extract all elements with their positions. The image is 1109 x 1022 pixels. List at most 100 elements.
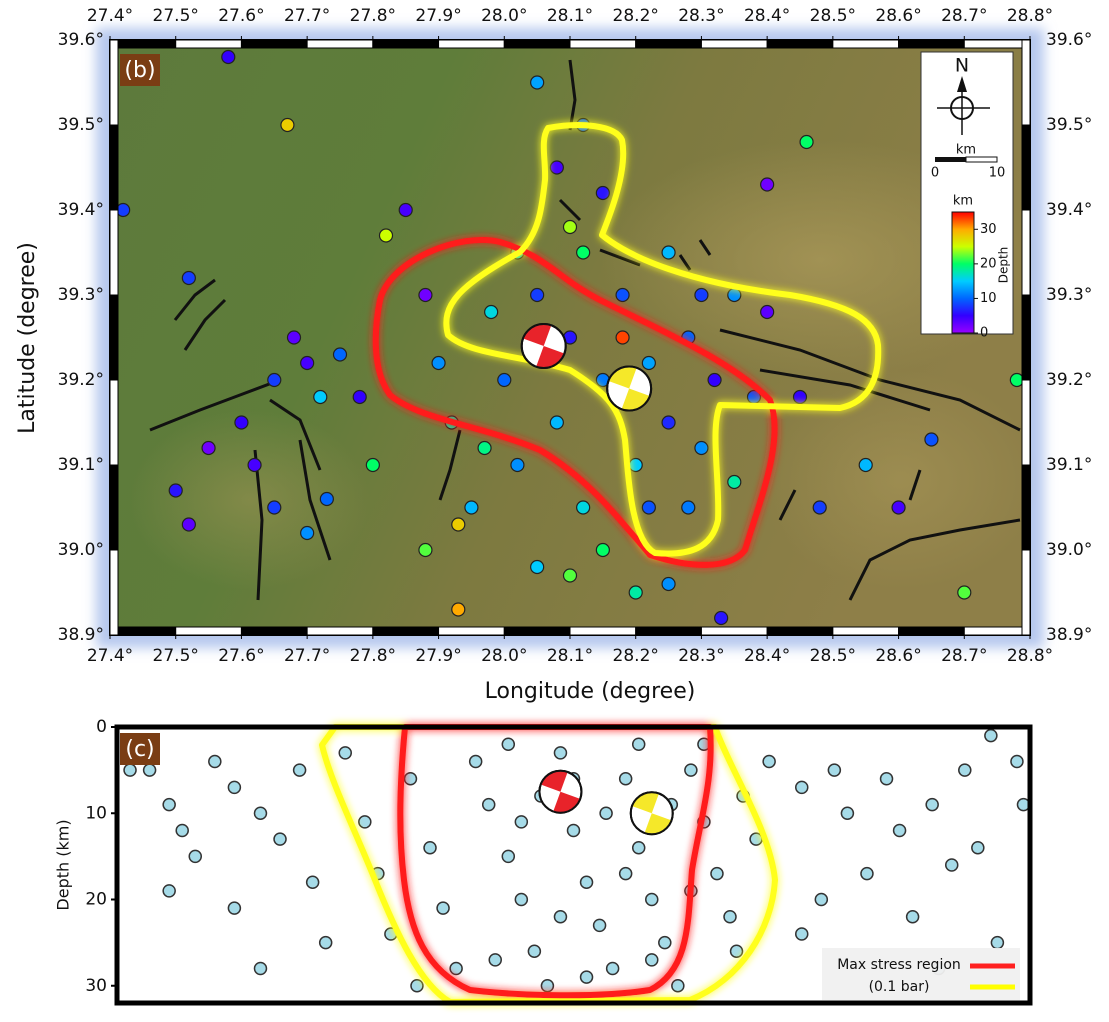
frame-segment	[1021, 294, 1031, 381]
north-label: N	[955, 55, 969, 77]
earthquake	[527, 944, 542, 958]
frame-segment	[963, 39, 1031, 49]
earthquake	[661, 576, 676, 592]
earthquake	[253, 961, 268, 976]
frame-segment	[175, 39, 242, 49]
earthquake	[313, 389, 328, 405]
section-frame	[114, 724, 1033, 1006]
frame-segment	[109, 379, 119, 466]
earthquake	[280, 117, 295, 133]
earthquake	[168, 483, 183, 498]
frame-segment	[832, 39, 900, 49]
earthquake	[423, 841, 437, 855]
earthquake	[530, 559, 545, 575]
y-tick-label: 39.4°	[1046, 200, 1092, 220]
earthquake	[1010, 754, 1024, 769]
earthquake	[799, 134, 814, 150]
earthquake	[549, 415, 564, 430]
y-tick-label: 39.3°	[1046, 285, 1092, 305]
scale-tick-label: 0	[931, 166, 939, 181]
earthquake	[181, 270, 196, 286]
frame-segment	[1021, 124, 1031, 211]
legend-label: Max stress region	[837, 957, 961, 973]
earthquake	[332, 347, 348, 362]
earthquake	[760, 304, 775, 320]
earthquake	[365, 457, 380, 473]
earthquake	[162, 884, 176, 898]
earthquake	[592, 918, 607, 933]
earthquake	[488, 953, 502, 967]
frame-segment	[109, 294, 119, 381]
earthquake	[286, 330, 302, 345]
x-tick-label: 27.6°	[218, 6, 264, 26]
frame-segment	[1021, 209, 1031, 296]
earthquake	[247, 457, 262, 473]
frame-segment	[898, 626, 965, 636]
earthquake	[681, 500, 696, 515]
earthquake	[300, 355, 315, 371]
x-tick-label: 28.0°	[481, 646, 527, 666]
panel-label: (c)	[125, 737, 154, 762]
earthquake	[684, 763, 698, 777]
frame-segment	[700, 39, 768, 49]
frame-segment	[1021, 464, 1031, 551]
y-tick-label: 0	[96, 717, 107, 737]
earthquake	[645, 953, 659, 967]
earthquake	[530, 75, 545, 90]
earthquake	[501, 737, 516, 751]
earthquake	[641, 500, 656, 515]
earthquake	[984, 728, 998, 743]
x-tick-label: 27.7°	[284, 6, 330, 26]
earthquake	[501, 849, 516, 864]
x-tick-label: 28.1°	[547, 646, 593, 666]
y-tick-label: 39.6°	[58, 30, 104, 50]
yellow-region	[443, 122, 882, 557]
earthquake	[514, 892, 529, 907]
earthquake	[891, 500, 906, 515]
earthquake	[449, 961, 463, 976]
ball-edge	[606, 365, 653, 412]
earthquake	[338, 746, 352, 760]
earthquake	[451, 517, 466, 532]
y-tick-label: 38.9°	[1046, 625, 1092, 645]
frame-segment	[438, 39, 505, 49]
section-points	[123, 728, 1030, 993]
earthquake	[468, 754, 483, 769]
earthquake	[710, 866, 724, 881]
earthquake	[484, 304, 499, 320]
earthquake	[944, 858, 959, 872]
earthquake	[628, 457, 643, 473]
earthquake	[879, 772, 894, 786]
earthquake	[905, 910, 920, 924]
earthquake	[481, 797, 496, 812]
frame-segment	[175, 626, 242, 636]
earthquake	[451, 602, 466, 617]
x-tick-label: 27.8°	[350, 6, 396, 26]
earthquake	[403, 772, 418, 786]
earthquake	[729, 944, 744, 958]
frame-segment	[766, 626, 834, 636]
earthquake	[319, 491, 334, 507]
colorbar-title: km	[953, 194, 973, 209]
frame-segment	[109, 124, 119, 211]
y-tick-label: 39.5°	[58, 115, 104, 135]
x-tick-label: 28.7°	[941, 6, 987, 26]
earthquake	[123, 763, 137, 777]
focal-mechanism	[520, 323, 567, 369]
frame-segment	[240, 626, 308, 636]
frame-segment	[372, 626, 440, 636]
frame-segment	[109, 464, 119, 551]
y-tick-label: 39.0°	[58, 540, 104, 560]
scale-bar	[965, 156, 998, 163]
x-tick-label: 27.5°	[153, 6, 199, 26]
earthquake	[378, 228, 394, 243]
x-tick-label: 28.8°	[1007, 646, 1053, 666]
earthquake	[860, 866, 874, 881]
earthquake	[142, 763, 157, 777]
y-tick-label: 39.1°	[1046, 455, 1092, 475]
frame-segment	[109, 209, 119, 296]
earthquake	[707, 372, 722, 388]
earthquake	[201, 440, 216, 456]
earthquake	[694, 287, 709, 303]
